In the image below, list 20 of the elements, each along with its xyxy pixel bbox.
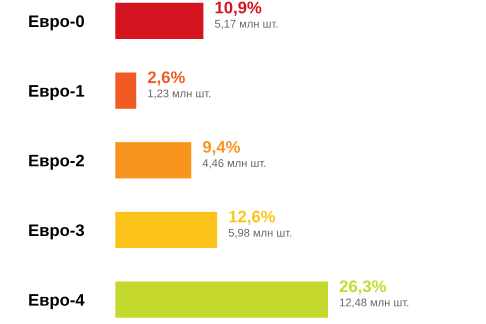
data-label: 12,6% [229, 210, 276, 225]
annotation: 4,46 млн шт. [202, 159, 266, 168]
bar [115, 212, 218, 248]
y-tick-label: Евро-1 [29, 85, 84, 100]
data-label: 10,9% [216, 2, 262, 16]
y-tick-label: Евро-2 [29, 154, 84, 170]
bar [115, 281, 328, 318]
data-label: 9,4% [202, 140, 240, 156]
data-label: 2,6% [148, 71, 185, 86]
annotation: 1,23 млн шт. [148, 89, 210, 99]
y-tick-label: Евро-4 [29, 294, 85, 310]
annotation: 5,17 млн шт. [214, 20, 278, 29]
bar [115, 72, 136, 109]
y-tick-label: Евро-0 [29, 15, 84, 30]
annotation: 5,98 млн шт. [228, 228, 292, 238]
data-label: 26,3% [340, 280, 386, 295]
y-tick-label: Евро-3 [29, 224, 84, 240]
text: 12,48 млн шт. [340, 298, 408, 308]
bar [115, 142, 192, 178]
bar [115, 2, 204, 40]
